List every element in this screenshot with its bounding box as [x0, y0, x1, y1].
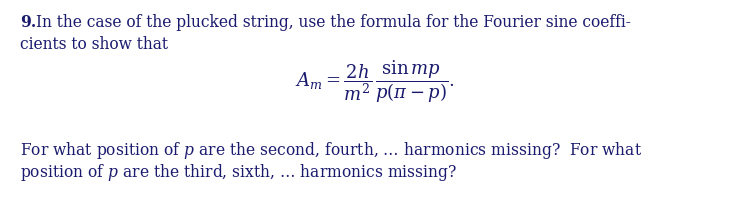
Text: In the case of the plucked string, use the formula for the Fourier sine coeffi-: In the case of the plucked string, use t… — [36, 14, 631, 31]
Text: $A_m = \dfrac{2h}{m^2}\,\dfrac{\sin mp}{p(\pi - p)}.$: $A_m = \dfrac{2h}{m^2}\,\dfrac{\sin mp}{… — [296, 59, 454, 105]
Text: For what position of $p$ are the second, fourth, $\ldots$ harmonics missing?  Fo: For what position of $p$ are the second,… — [20, 140, 642, 161]
Text: position of $p$ are the third, sixth, $\ldots$ harmonics missing?: position of $p$ are the third, sixth, $\… — [20, 162, 458, 183]
Text: cients to show that: cients to show that — [20, 36, 168, 53]
Text: 9.: 9. — [20, 14, 36, 31]
